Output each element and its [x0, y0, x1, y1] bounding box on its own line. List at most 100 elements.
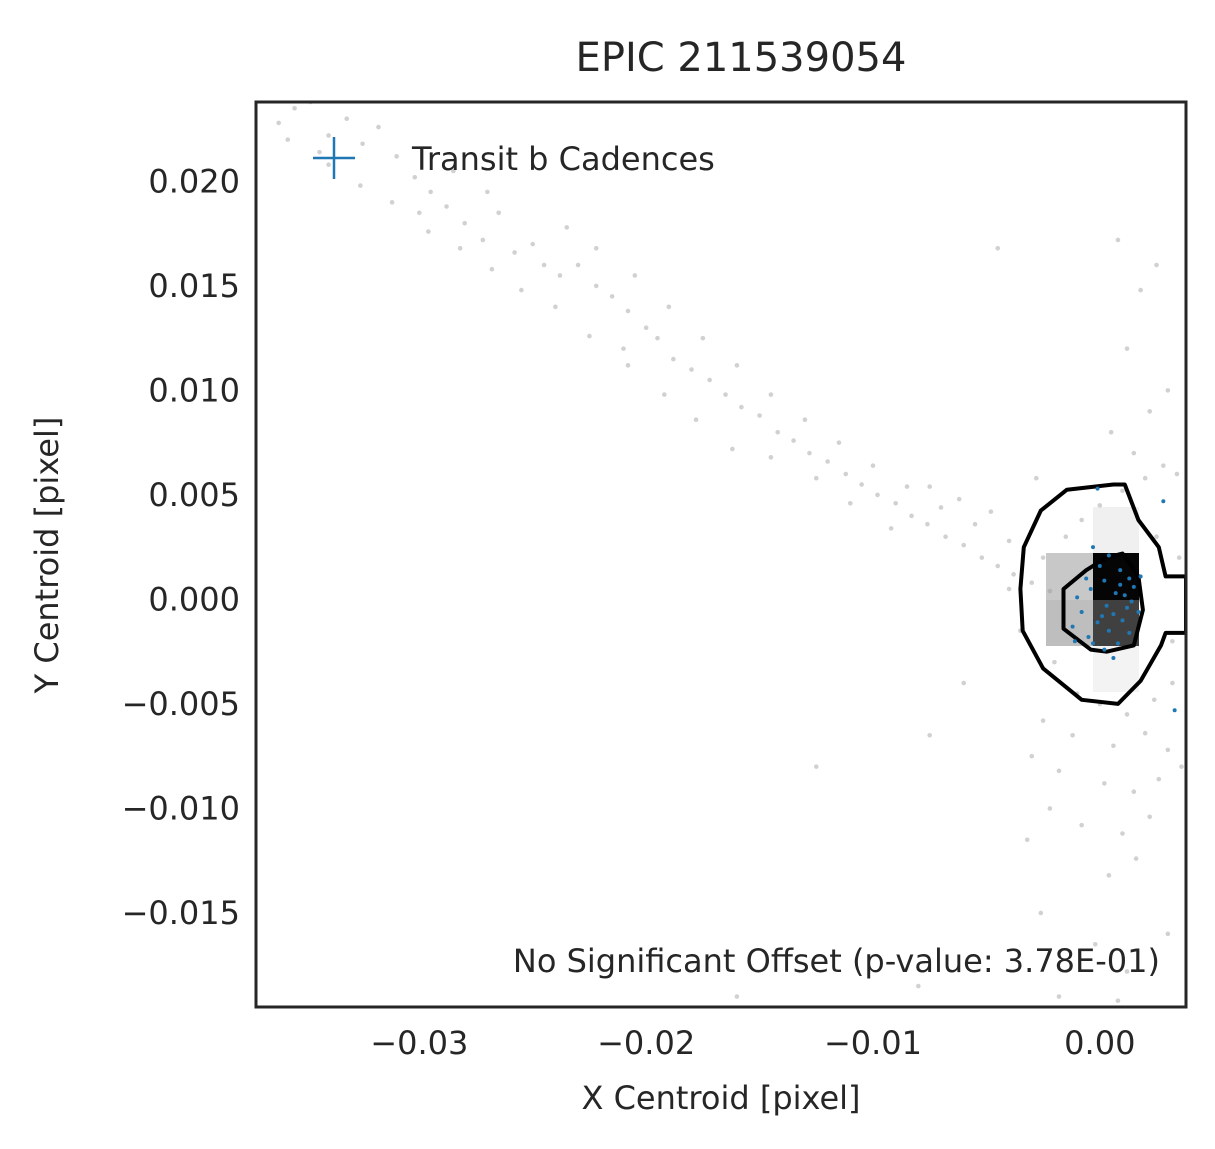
- background-point: [587, 333, 592, 339]
- background-point: [1151, 697, 1157, 703]
- transit-point: [1091, 641, 1095, 646]
- background-point: [1052, 659, 1057, 665]
- background-point: [1011, 572, 1016, 577]
- transit-point: [1118, 568, 1123, 573]
- transit-point: [1095, 486, 1100, 491]
- background-point: [1124, 712, 1130, 717]
- background-point: [875, 492, 880, 498]
- transit-point: [1075, 595, 1080, 600]
- background-point: [553, 304, 558, 310]
- background-point: [995, 246, 1001, 251]
- background-point: [1165, 388, 1171, 393]
- y-tick-label: −0.015: [122, 894, 240, 932]
- background-point: [734, 363, 740, 368]
- transit-point: [1125, 605, 1130, 610]
- density-cell: [1046, 553, 1093, 600]
- background-point: [689, 367, 694, 372]
- background-point: [925, 521, 930, 527]
- background-point: [317, 149, 322, 155]
- background-point: [1047, 588, 1053, 594]
- background-point: [489, 266, 495, 272]
- contour-line: [1061, 551, 1145, 654]
- y-axis-label: Y Centroid [pixel]: [28, 417, 66, 695]
- background-point: [904, 484, 910, 489]
- density-cell: [1093, 600, 1139, 646]
- background-point: [836, 440, 842, 445]
- background-point: [1142, 730, 1148, 736]
- background-point: [1063, 534, 1069, 540]
- x-tick-label: −0.03: [370, 1024, 468, 1062]
- transit-point: [1120, 618, 1125, 623]
- legend: Transit b Cadences: [313, 137, 715, 179]
- background-point: [557, 273, 563, 278]
- background-point: [632, 273, 638, 278]
- background-point: [943, 534, 948, 540]
- background-point: [1106, 873, 1112, 878]
- transit-point: [1118, 582, 1123, 587]
- x-tick-label: −0.01: [824, 1024, 922, 1062]
- background-point: [661, 392, 667, 397]
- density-cell: [1093, 507, 1139, 553]
- background-point: [988, 509, 994, 514]
- transit-point: [1122, 593, 1127, 598]
- x-axis-label: X Centroid [pixel]: [581, 1079, 860, 1117]
- y-tick-label: 0.000: [148, 580, 240, 618]
- background-point: [775, 429, 781, 435]
- transit-point: [1161, 499, 1166, 504]
- transit-point: [1072, 639, 1077, 644]
- background-point: [1133, 856, 1139, 861]
- offset-annotation: No Significant Offset (p-value: 3.78E-01…: [513, 942, 1160, 980]
- background-point: [1029, 753, 1035, 759]
- background-point: [995, 563, 1001, 569]
- background-point: [961, 680, 967, 686]
- background-point: [1056, 994, 1062, 999]
- transit-point: [1127, 576, 1132, 581]
- background-point: [847, 500, 853, 506]
- background-point: [643, 325, 649, 331]
- background-point: [609, 294, 615, 299]
- y-axis-ticks: 0.020 0.015 0.010 0.005 0.000 −0.005 −0.010 −0.…: [122, 162, 240, 932]
- background-point: [1092, 941, 1098, 947]
- background-point: [1165, 931, 1171, 937]
- background-point: [621, 346, 626, 351]
- transit-point: [1091, 545, 1095, 550]
- y-tick-label: −0.010: [122, 789, 240, 827]
- background-point: [376, 124, 381, 130]
- background-point: [938, 505, 944, 510]
- background-point: [707, 377, 712, 383]
- background-point: [1154, 534, 1159, 540]
- background-point: [1070, 732, 1075, 738]
- background-point: [700, 335, 706, 341]
- background-point: [671, 356, 676, 362]
- transit-point: [1129, 599, 1134, 604]
- background-point: [1176, 555, 1182, 560]
- chart-title: EPIC 211539054: [576, 35, 907, 81]
- background-point: [1165, 747, 1171, 753]
- background-point: [1024, 837, 1030, 843]
- background-point: [791, 438, 796, 443]
- background-point: [428, 189, 433, 195]
- background-point: [893, 500, 898, 506]
- transit-point: [1131, 584, 1136, 589]
- background-point: [655, 335, 660, 341]
- background-point: [757, 413, 762, 418]
- background-point: [326, 133, 331, 138]
- background-point: [1006, 538, 1012, 544]
- background-point: [802, 417, 808, 422]
- background-point: [768, 455, 774, 460]
- background-point: [807, 450, 812, 456]
- background-point: [739, 404, 744, 410]
- background-point: [825, 459, 830, 464]
- background-point: [1131, 450, 1137, 456]
- background-point: [1179, 764, 1184, 769]
- background-point: [1138, 287, 1143, 293]
- background-point: [394, 154, 399, 159]
- background-point: [693, 417, 699, 422]
- density-contours: [1018, 482, 1186, 706]
- transit-point: [1100, 614, 1105, 619]
- background-point: [1029, 580, 1035, 586]
- background-point: [485, 189, 490, 195]
- background-point: [979, 555, 985, 560]
- background-point: [1170, 638, 1175, 644]
